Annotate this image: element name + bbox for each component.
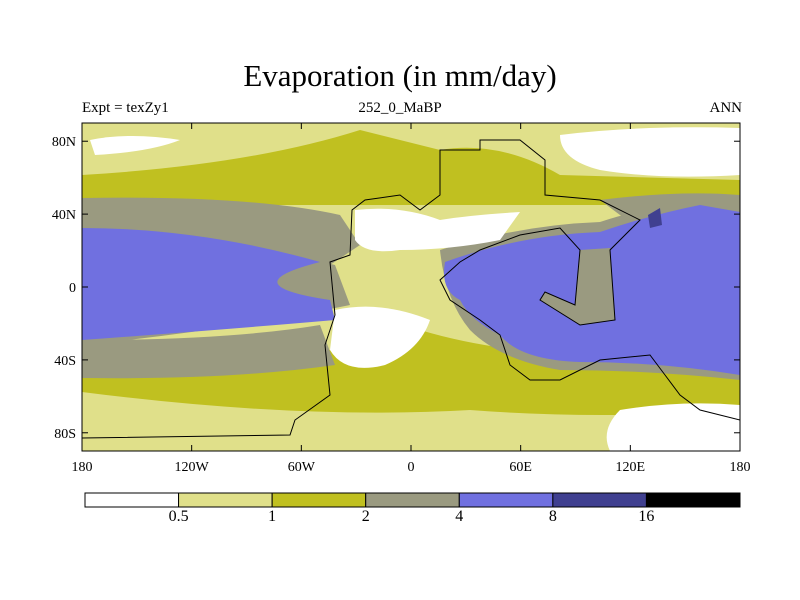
x-tick-label: 0 xyxy=(408,460,415,475)
colorbar-segment xyxy=(552,492,647,508)
experiment-label: Expt = texZy1 xyxy=(82,100,169,116)
contour-band-1-2 xyxy=(82,130,740,205)
colorbar-segment xyxy=(271,492,367,508)
colorbar-segment xyxy=(645,492,741,508)
colorbar-label: 1 xyxy=(268,508,277,525)
colorbar-segment xyxy=(458,492,554,508)
contour-band-below-0.5 xyxy=(355,208,520,252)
contour-band-below-0.5 xyxy=(330,306,430,368)
y-tick-label: 80N xyxy=(52,135,76,150)
colorbar-label: 0.5 xyxy=(168,508,189,525)
colorbar-segment xyxy=(365,492,460,508)
contour-band-2-4 xyxy=(540,248,615,325)
x-tick-label: 180 xyxy=(72,460,93,475)
x-axis: 180 120W 60W 0 60E 120E 180 xyxy=(72,123,751,475)
period-label: 252_0_MaBP xyxy=(358,100,442,116)
colorbar-label: 8 xyxy=(548,508,557,525)
colorbar xyxy=(84,492,741,508)
coastline xyxy=(82,139,740,439)
colorbar-label: 2 xyxy=(361,508,370,525)
x-tick-label: 60W xyxy=(288,460,316,475)
y-tick-label: 0 xyxy=(69,281,76,296)
colorbar-segment xyxy=(84,492,180,508)
colorbar-segment xyxy=(178,492,273,508)
contour-band-2-4 xyxy=(82,197,360,265)
contour-band-below-0.5 xyxy=(606,403,740,451)
contour-band-4-8 xyxy=(82,228,335,340)
x-tick-label: 120W xyxy=(175,460,210,475)
colorbar-label: 16 xyxy=(638,508,655,525)
x-tick-label: 180 xyxy=(730,460,751,475)
x-tick-label: 120E xyxy=(616,460,646,475)
y-axis: 80N 40N 0 40S 80S xyxy=(52,135,740,442)
map-title: Evaporation (in mm/day) xyxy=(243,58,557,93)
y-tick-label: 80S xyxy=(54,427,76,442)
y-tick-label: 40S xyxy=(54,354,76,369)
contour-field xyxy=(82,123,740,451)
y-tick-label: 40N xyxy=(52,208,76,223)
contour-band-2-4 xyxy=(82,325,335,379)
colorbar-label: 4 xyxy=(455,508,464,525)
contour-band-below-0.5 xyxy=(560,127,740,177)
x-tick-label: 60E xyxy=(509,460,532,475)
contour-band-1-2 xyxy=(82,330,740,415)
contour-band-below-0.5 xyxy=(90,136,180,155)
contour-band-8-16 xyxy=(648,208,662,228)
season-label: ANN xyxy=(709,100,743,116)
